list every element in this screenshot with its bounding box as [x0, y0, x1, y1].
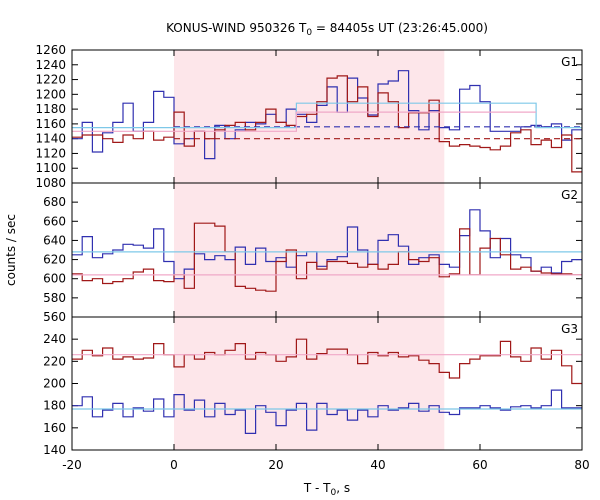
series-blue	[72, 70, 582, 160]
series-pink	[72, 111, 537, 132]
y-tick-label: 1200	[35, 87, 66, 101]
y-tick-label: 220	[43, 354, 66, 368]
x-tick-label: 20	[268, 458, 283, 472]
panels: 1080110011201140116011801200122012401260…	[35, 43, 583, 457]
series-cyan	[72, 102, 582, 129]
panel-g3: 140 160 180 200 220 240 G3	[43, 316, 583, 457]
panel-g2: 560 580 600 620 640 660 680 G2	[43, 182, 583, 324]
panel-label: G2	[561, 188, 578, 202]
panel-g1: 1080110011201140116011801200122012401260…	[35, 43, 583, 190]
y-tick-label: 580	[43, 291, 66, 305]
highlight-region	[174, 183, 445, 317]
y-tick-label: 140	[43, 443, 66, 457]
y-tick-label: 180	[43, 399, 66, 413]
series-blue	[72, 389, 582, 434]
y-tick-label: 1180	[35, 102, 66, 116]
y-tick-label: 560	[43, 310, 66, 324]
y-tick-label: 640	[43, 233, 66, 247]
panel-label: G3	[561, 322, 578, 336]
y-tick-label: 1100	[35, 161, 66, 175]
panel-label: G1	[561, 55, 578, 69]
y-tick-label: 200	[43, 377, 66, 391]
y-tick-label: 160	[43, 421, 66, 435]
y-tick-label: 1160	[35, 117, 66, 131]
y-tick-label: 600	[43, 272, 66, 286]
x-tick-label: 40	[370, 458, 385, 472]
highlight-region	[174, 317, 445, 450]
y-tick-label: 680	[43, 195, 66, 209]
y-tick-label: 240	[43, 332, 66, 346]
y-tick-label: 1220	[35, 73, 66, 87]
x-tick-label: -20	[62, 458, 82, 472]
y-tick-label: 660	[43, 214, 66, 228]
x-axis-title: T - T0, s	[303, 481, 350, 498]
series-red	[72, 338, 582, 385]
y-axis-title: counts / sec	[4, 214, 18, 286]
series-red	[72, 75, 582, 173]
y-tick-label: 1260	[35, 43, 66, 57]
x-tick-label: 60	[472, 458, 487, 472]
chart-title: KONUS-WIND 950326 T0 = 84405s UT (23:26:…	[166, 21, 488, 38]
y-tick-label: 1140	[35, 132, 66, 146]
y-tick-label: 1240	[35, 58, 66, 72]
y-tick-label: 1080	[35, 176, 66, 190]
x-tick-label: 80	[574, 458, 589, 472]
x-axis: -20 0 20 40 60 80	[62, 458, 589, 472]
series-red	[72, 222, 582, 292]
y-tick-label: 620	[43, 253, 66, 267]
highlight-region	[174, 50, 445, 183]
x-tick-label: 0	[170, 458, 178, 472]
panel-frame	[71, 316, 583, 451]
y-tick-label: 1120	[35, 146, 66, 160]
